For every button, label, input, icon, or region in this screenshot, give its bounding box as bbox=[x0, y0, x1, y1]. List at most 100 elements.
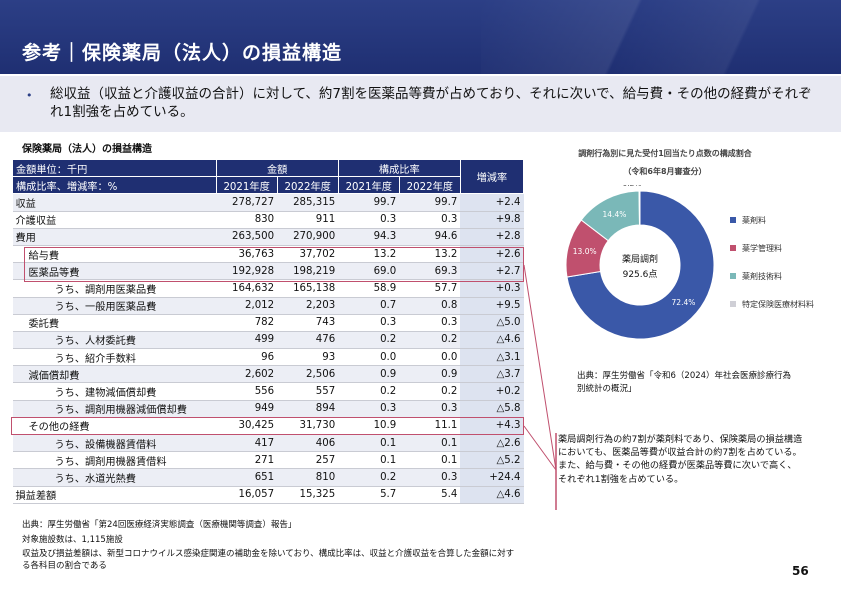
year-2021-ratio: 2021年度 bbox=[337, 176, 400, 195]
ratio-2021: 69.0 bbox=[338, 262, 400, 281]
amount-2021: 499 bbox=[216, 331, 278, 350]
ratio-2021: 0.2 bbox=[338, 331, 400, 350]
amount-2021: 164,632 bbox=[216, 279, 278, 298]
table-title: 保険薬局（法人）の損益構造 bbox=[22, 144, 152, 155]
ratio-2021: 58.9 bbox=[338, 279, 400, 298]
legend-item: 薬学管理料 bbox=[730, 234, 814, 262]
row-label: 収益 bbox=[12, 193, 217, 212]
bullet-icon: • bbox=[26, 89, 33, 102]
ratio-2021: 99.7 bbox=[338, 193, 400, 212]
amount-header: 金額 bbox=[215, 158, 339, 178]
amount-2022: 406 bbox=[277, 434, 339, 453]
change-rate: +9.5 bbox=[460, 297, 524, 315]
change-rate: +2.7 bbox=[460, 262, 524, 281]
legend-swatch bbox=[730, 301, 736, 307]
table-row: うち、調剤用医薬品費 164,632 165,138 58.9 57.7 +0.3 bbox=[12, 279, 524, 298]
ratio-2022: 0.3 bbox=[399, 468, 461, 487]
table-row: 医薬品等費 192,928 198,219 69.0 69.3 +2.7 bbox=[12, 262, 524, 281]
change-rate: △5.2 bbox=[460, 451, 524, 470]
title-decoration bbox=[481, 0, 841, 74]
row-label: 医薬品等費 bbox=[12, 262, 217, 281]
footnotes: 出典：厚生労働省「第24回医療経済実態調査（医療機関等調査）報告」 対象施設数は… bbox=[22, 518, 522, 572]
row-label: 給与費 bbox=[12, 245, 217, 264]
ratio-2022: 0.0 bbox=[399, 348, 461, 367]
amount-2021: 830 bbox=[216, 211, 278, 229]
table-row: うち、建物減価償却費 556 557 0.2 0.2 +0.2 bbox=[12, 382, 524, 401]
change-rate: +0.3 bbox=[460, 279, 524, 298]
row-label: 減価償却費 bbox=[12, 365, 217, 384]
ratio-2022: 0.3 bbox=[399, 400, 461, 418]
amount-2021: 96 bbox=[216, 348, 278, 367]
ratio-2021: 0.1 bbox=[338, 434, 400, 453]
ratio-2022: 94.6 bbox=[399, 228, 461, 246]
amount-2022: 257 bbox=[277, 451, 339, 470]
slice-label-2: 14.4% bbox=[603, 210, 627, 219]
change-rate: △5.0 bbox=[460, 314, 524, 332]
ratio-2021: 0.3 bbox=[338, 400, 400, 418]
ratio-2021: 0.1 bbox=[338, 451, 400, 470]
amount-2021: 271 bbox=[216, 451, 278, 470]
legend-item: 薬剤技術料 bbox=[730, 262, 814, 290]
table-row: 費用 263,500 270,900 94.3 94.6 +2.8 bbox=[12, 228, 524, 246]
legend-label: 薬学管理料 bbox=[742, 243, 782, 253]
amount-2022: 15,325 bbox=[277, 485, 339, 504]
row-label: 委託費 bbox=[12, 314, 217, 332]
legend-swatch bbox=[730, 217, 736, 223]
legend-label: 薬剤技術料 bbox=[742, 271, 782, 281]
table-body: 収益 278,727 285,315 99.7 99.7 +2.4 介護収益 830 911 0.… bbox=[12, 193, 524, 504]
amount-2022: 37,702 bbox=[277, 245, 339, 264]
amount-2022: 810 bbox=[277, 468, 339, 487]
row-label: うち、調剤用医薬品費 bbox=[12, 279, 217, 298]
ratio-2022: 57.7 bbox=[399, 279, 461, 298]
chart-title: 調剤行為別に見た受付1回当たり点数の構成割合 bbox=[578, 149, 752, 158]
amount-2022: 285,315 bbox=[277, 193, 339, 212]
change-rate: △3.1 bbox=[460, 348, 524, 367]
title-bar: 参考｜保険薬局（法人）の損益構造 bbox=[0, 0, 841, 74]
footnote-note: 収益及び損益差額は、新型コロナウイルス感染症関連の補助金を除いており、構成比率は… bbox=[22, 549, 515, 571]
ratio-2021: 0.3 bbox=[338, 314, 400, 332]
row-label: うち、水道光熱費 bbox=[12, 468, 217, 487]
slice-label-3: 0.2% bbox=[622, 185, 641, 188]
row-label: うち、設備機器賃借料 bbox=[12, 434, 217, 453]
legend-item: 特定保険医療材料料 bbox=[730, 290, 814, 318]
slice-label-0: 72.4% bbox=[672, 298, 696, 307]
amount-2022: 198,219 bbox=[277, 262, 339, 281]
ratio-2022: 0.1 bbox=[399, 434, 461, 453]
ratio-2021: 0.7 bbox=[338, 297, 400, 315]
table-row: うち、水道光熱費 651 810 0.2 0.3 +24.4 bbox=[12, 468, 524, 487]
change-rate: +0.2 bbox=[460, 382, 524, 401]
ratio-2022: 0.3 bbox=[399, 211, 461, 229]
change-rate: △3.7 bbox=[460, 365, 524, 384]
ratio-2022: 0.3 bbox=[399, 314, 461, 332]
year-2021-amount: 2021年度 bbox=[215, 176, 278, 195]
ratio-2022: 0.9 bbox=[399, 365, 461, 384]
ratio-2022: 13.2 bbox=[399, 245, 461, 264]
change-rate: △4.6 bbox=[460, 331, 524, 350]
donut-slice-0 bbox=[566, 190, 715, 340]
amount-2021: 782 bbox=[216, 314, 278, 332]
ratio-2021: 0.9 bbox=[338, 365, 400, 384]
table-row: うち、人材委託費 499 476 0.2 0.2 △4.6 bbox=[12, 331, 524, 350]
row-label: うち、調剤用機器減価償却費 bbox=[12, 400, 217, 418]
ratio-2021: 10.9 bbox=[338, 417, 400, 436]
table-row: うち、紹介手数料 96 93 0.0 0.0 △3.1 bbox=[12, 348, 524, 367]
amount-2022: 165,138 bbox=[277, 279, 339, 298]
table-row: うち、設備機器賃借料 417 406 0.1 0.1 △2.6 bbox=[12, 434, 524, 453]
change-rate: △2.6 bbox=[460, 434, 524, 453]
page-title: 参考｜保険薬局（法人）の損益構造 bbox=[22, 42, 343, 64]
ratio-2021: 0.3 bbox=[338, 211, 400, 229]
row-label: 損益差額 bbox=[12, 485, 217, 504]
unit-label: 金額単位：千円 bbox=[12, 158, 217, 178]
amount-2022: 31,730 bbox=[277, 417, 339, 436]
legend-swatch bbox=[730, 273, 736, 279]
ratio-2022: 0.2 bbox=[399, 331, 461, 350]
chart-source: 出典：厚生労働省「令和6（2024）年社会医療診療行為別統計の概況」 bbox=[577, 371, 792, 394]
year-2022-amount: 2022年度 bbox=[276, 176, 339, 195]
year-2022-ratio: 2022年度 bbox=[398, 176, 461, 195]
row-label: 介護収益 bbox=[12, 211, 217, 229]
change-rate: △5.8 bbox=[460, 400, 524, 418]
ratio-2021: 94.3 bbox=[338, 228, 400, 246]
amount-2021: 651 bbox=[216, 468, 278, 487]
amount-2021: 36,763 bbox=[216, 245, 278, 264]
legend-swatch bbox=[730, 245, 736, 251]
